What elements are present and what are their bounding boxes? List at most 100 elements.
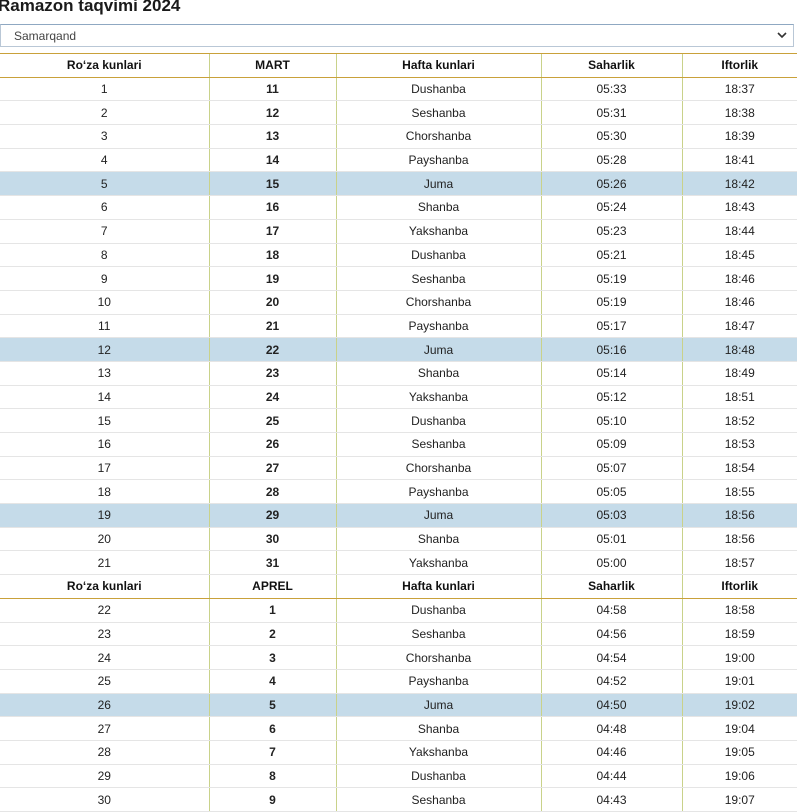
fast-day-cell: 28: [0, 740, 209, 765]
weekday-cell: Seshanba: [335, 432, 541, 457]
iftar-time-cell: 19:07: [681, 787, 797, 812]
suhoor-time-cell: 05:03: [540, 503, 682, 528]
suhoor-time-cell: 05:05: [540, 479, 682, 505]
month-day-cell: 16: [208, 195, 336, 220]
fast-day-cell: 12: [0, 337, 209, 362]
month-day-cell: 13: [208, 124, 336, 149]
weekday-cell: Juma: [335, 503, 541, 528]
iftar-time-cell: 18:49: [681, 361, 797, 386]
fast-day-cell: 22: [0, 598, 209, 623]
suhoor-time-cell: 05:23: [540, 219, 682, 244]
suhoor-time-cell: 05:00: [540, 550, 682, 576]
table-row: 23 2 Seshanba 04:56 18:59: [0, 622, 797, 647]
fast-day-cell: 1: [0, 77, 209, 102]
fast-day-cell: 14: [0, 385, 209, 410]
month-day-cell: 11: [208, 77, 336, 102]
table-row: 5 15 Juma 05:26 18:42: [0, 171, 797, 197]
iftar-time-cell: 18:41: [681, 148, 797, 173]
weekday-cell: Juma: [335, 693, 541, 718]
table-row: 25 4 Payshanba 04:52 19:01: [0, 669, 797, 694]
suhoor-time-cell: 05:01: [540, 527, 682, 552]
weekday-cell: Shanba: [335, 195, 541, 220]
weekday-cell: Shanba: [335, 527, 541, 552]
month-day-cell: 21: [208, 314, 336, 339]
suhoor-time-cell: 05:09: [540, 432, 682, 457]
header-fast-day: Ro‘za kunlari: [0, 53, 209, 78]
weekday-cell: Payshanba: [335, 148, 541, 173]
fast-day-cell: 23: [0, 622, 209, 647]
suhoor-time-cell: 05:14: [540, 361, 682, 386]
iftar-time-cell: 18:39: [681, 124, 797, 149]
month-day-cell: 9: [208, 787, 336, 812]
suhoor-time-cell: 04:46: [540, 740, 682, 765]
month-day-cell: 3: [208, 645, 336, 670]
table-row: 6 16 Shanba 05:24 18:43: [0, 195, 797, 220]
iftar-time-cell: 18:54: [681, 456, 797, 481]
suhoor-time-cell: 04:56: [540, 622, 682, 647]
table-row: 8 18 Dushanba 05:21 18:45: [0, 243, 797, 268]
table-row: 3 13 Chorshanba 05:30 18:39: [0, 124, 797, 149]
weekday-cell: Payshanba: [335, 314, 541, 339]
city-select[interactable]: Samarqand: [0, 24, 794, 47]
fast-day-cell: 17: [0, 456, 209, 481]
fast-day-cell: 4: [0, 148, 209, 173]
suhoor-time-cell: 05:33: [540, 77, 682, 102]
table-row: 20 30 Shanba 05:01 18:56: [0, 527, 797, 552]
suhoor-time-cell: 04:52: [540, 669, 682, 694]
suhoor-time-cell: 04:54: [540, 645, 682, 670]
iftar-time-cell: 18:51: [681, 385, 797, 410]
weekday-cell: Chorshanba: [335, 290, 541, 315]
table-row: 18 28 Payshanba 05:05 18:55: [0, 479, 797, 505]
suhoor-time-cell: 05:31: [540, 100, 682, 126]
iftar-time-cell: 18:46: [681, 266, 797, 291]
fast-day-cell: 10: [0, 290, 209, 315]
header-suhoor: Saharlik: [540, 574, 682, 599]
weekday-cell: Shanba: [335, 361, 541, 386]
iftar-time-cell: 18:47: [681, 314, 797, 339]
month-day-cell: 7: [208, 740, 336, 765]
weekday-cell: Seshanba: [335, 787, 541, 812]
suhoor-time-cell: 05:07: [540, 456, 682, 481]
table-header-row: Ro‘za kunlari MART Hafta kunlari Saharlik If…: [0, 53, 797, 78]
fast-day-cell: 13: [0, 361, 209, 386]
iftar-time-cell: 19:04: [681, 716, 797, 741]
header-month: MART: [208, 53, 336, 78]
weekday-cell: Yakshanba: [335, 219, 541, 244]
iftar-time-cell: 18:46: [681, 290, 797, 315]
table-row: 4 14 Payshanba 05:28 18:41: [0, 148, 797, 173]
fast-day-cell: 9: [0, 266, 209, 291]
fast-day-cell: 18: [0, 479, 209, 505]
iftar-time-cell: 18:58: [681, 598, 797, 623]
table-row: 30 9 Seshanba 04:43 19:07: [0, 787, 797, 812]
fast-day-cell: 6: [0, 195, 209, 220]
weekday-cell: Payshanba: [335, 479, 541, 505]
iftar-time-cell: 18:37: [681, 77, 797, 102]
ramadan-calendar-table: Ro‘za kunlari MART Hafta kunlari Saharlik If…: [0, 53, 797, 812]
month-day-cell: 23: [208, 361, 336, 386]
header-iftar: Iftorlik: [681, 53, 797, 78]
weekday-cell: Yakshanba: [335, 550, 541, 576]
month-day-cell: 26: [208, 432, 336, 457]
suhoor-time-cell: 04:43: [540, 787, 682, 812]
month-day-cell: 17: [208, 219, 336, 244]
month-day-cell: 29: [208, 503, 336, 528]
suhoor-time-cell: 05:19: [540, 266, 682, 291]
header-weekday: Hafta kunlari: [335, 53, 541, 78]
month-day-cell: 12: [208, 100, 336, 126]
fast-day-cell: 8: [0, 243, 209, 268]
table-row: 2 12 Seshanba 05:31 18:38: [0, 100, 797, 126]
table-row: 13 23 Shanba 05:14 18:49: [0, 361, 797, 386]
month-day-cell: 28: [208, 479, 336, 505]
iftar-time-cell: 18:56: [681, 503, 797, 528]
table-row: 7 17 Yakshanba 05:23 18:44: [0, 219, 797, 244]
fast-day-cell: 15: [0, 408, 209, 433]
iftar-time-cell: 18:56: [681, 527, 797, 552]
iftar-time-cell: 18:53: [681, 432, 797, 457]
month-day-cell: 22: [208, 337, 336, 362]
weekday-cell: Chorshanba: [335, 124, 541, 149]
weekday-cell: Juma: [335, 337, 541, 362]
weekday-cell: Seshanba: [335, 622, 541, 647]
suhoor-time-cell: 05:24: [540, 195, 682, 220]
header-month: APREL: [208, 574, 336, 599]
fast-day-cell: 5: [0, 171, 209, 197]
